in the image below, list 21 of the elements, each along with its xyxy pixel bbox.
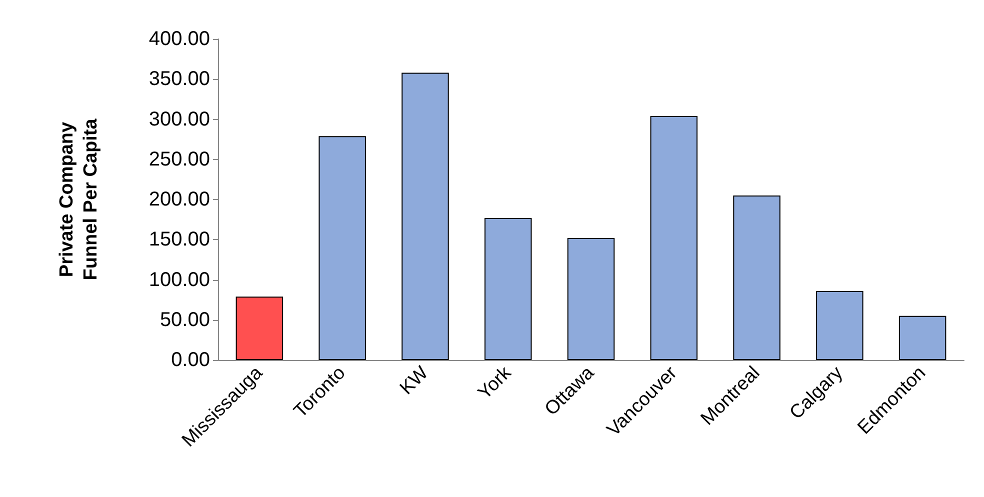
y-tick-label: 350.00: [148, 68, 210, 90]
x-tick-label: KW: [396, 362, 433, 400]
y-axis-title: Private Company Funnel Per Capita: [56, 118, 102, 280]
y-tick-label: 200.00: [148, 188, 210, 210]
y-tick-label: 150.00: [148, 228, 210, 251]
bar: [402, 72, 449, 360]
y-tick-label: 0.00: [171, 349, 210, 371]
x-tick-label: York: [474, 362, 516, 404]
bar: [898, 316, 946, 360]
y-tick-label: 250.00: [148, 148, 210, 170]
bar: [733, 195, 780, 360]
y-tick-label: 300.00: [148, 108, 210, 130]
bar: [484, 218, 532, 360]
y-tick-label: 400.00: [148, 28, 210, 50]
y-tick-label: 100.00: [148, 268, 210, 291]
bar: [236, 296, 284, 360]
bar: [567, 238, 615, 360]
y-tick-label: 50.00: [160, 308, 210, 331]
bar: [816, 290, 864, 360]
bar: [650, 116, 698, 360]
bar: [318, 136, 366, 360]
